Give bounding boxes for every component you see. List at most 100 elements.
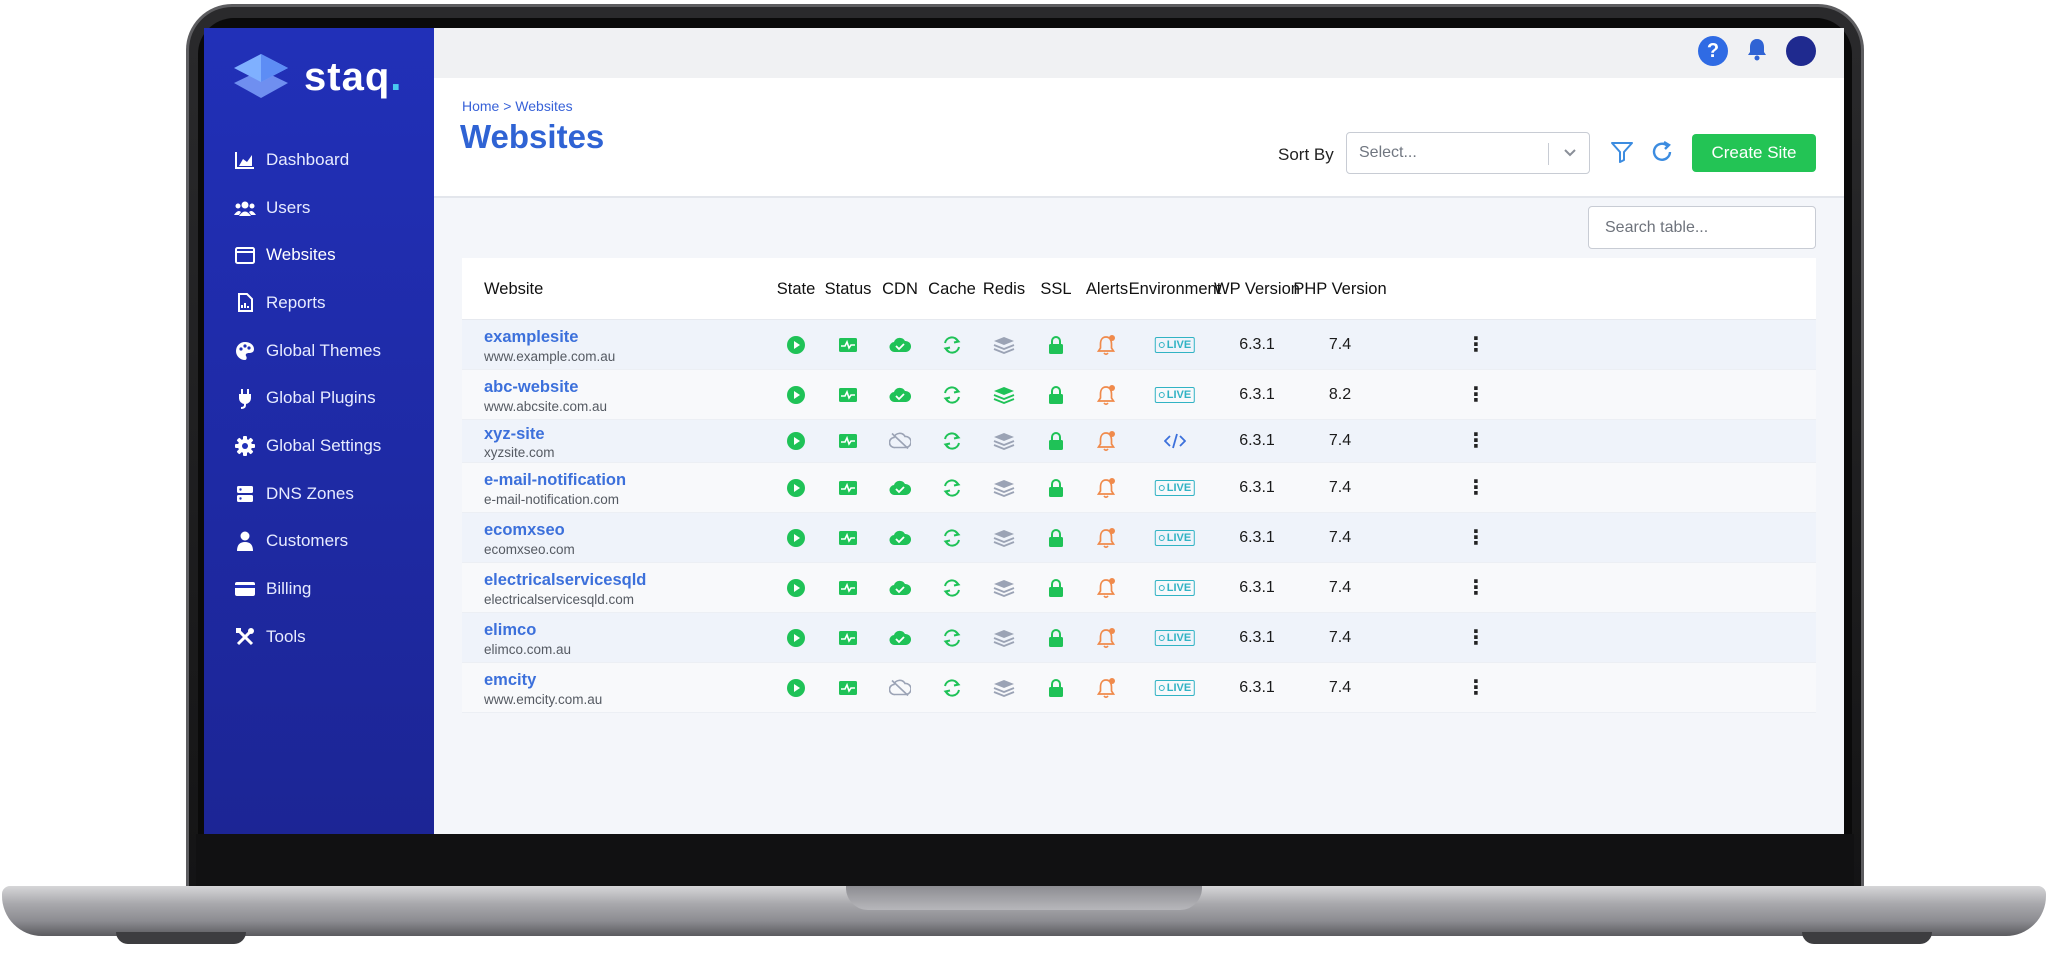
sidebar-item-tools[interactable]: Tools <box>204 613 434 661</box>
play-icon[interactable] <box>786 678 806 698</box>
pulse-monitor-icon[interactable] <box>838 387 858 403</box>
lock-icon[interactable] <box>1048 628 1064 648</box>
lock-icon[interactable] <box>1048 431 1064 451</box>
column-header-website[interactable]: Website <box>484 280 544 298</box>
layers-icon[interactable] <box>993 479 1015 497</box>
table-row[interactable]: e-mail-notification e-mail-notification.c… <box>462 463 1816 513</box>
play-icon[interactable] <box>786 628 806 648</box>
pulse-monitor-icon[interactable] <box>838 580 858 596</box>
env-badge[interactable]: LIVE <box>1154 629 1196 646</box>
layers-icon[interactable] <box>993 432 1015 450</box>
column-header-php-version[interactable]: PHP Version <box>1293 280 1387 298</box>
site-name-link[interactable]: ecomxseo <box>484 521 565 539</box>
sort-select[interactable]: Select... <box>1346 132 1590 174</box>
env-badge[interactable]: LIVE <box>1154 386 1196 403</box>
site-name-link[interactable]: elimco <box>484 621 537 639</box>
breadcrumb[interactable]: Home > Websites <box>462 98 573 114</box>
lock-icon[interactable] <box>1048 678 1064 698</box>
column-header-redis[interactable]: Redis <box>982 280 1026 298</box>
sidebar-item-global-settings[interactable]: Global Settings <box>204 422 434 470</box>
column-header-wp-version[interactable]: WP Version <box>1214 280 1300 298</box>
refresh-cache-icon[interactable] <box>942 678 962 698</box>
lock-icon[interactable] <box>1048 478 1064 498</box>
refresh-cache-icon[interactable] <box>942 385 962 405</box>
site-name-link[interactable]: xyz-site <box>484 425 545 443</box>
kebab-menu-icon[interactable]: ⋮ <box>1466 476 1486 499</box>
filter-icon[interactable] <box>1610 140 1634 169</box>
layers-icon[interactable] <box>993 529 1015 547</box>
env-badge[interactable]: LIVE <box>1154 579 1196 596</box>
layers-icon[interactable] <box>993 336 1015 354</box>
bell-alert-icon[interactable] <box>1097 334 1117 356</box>
sidebar-item-billing[interactable]: Billing <box>204 565 434 613</box>
search-input[interactable] <box>1588 206 1816 249</box>
sidebar-item-reports[interactable]: Reports <box>204 279 434 327</box>
logo[interactable]: staq. <box>232 52 401 102</box>
refresh-cache-icon[interactable] <box>942 335 962 355</box>
env-badge[interactable]: LIVE <box>1154 679 1196 696</box>
kebab-menu-icon[interactable]: ⋮ <box>1466 576 1486 599</box>
bell-alert-icon[interactable] <box>1097 384 1117 406</box>
lock-icon[interactable] <box>1048 385 1064 405</box>
lock-icon[interactable] <box>1048 528 1064 548</box>
site-name-link[interactable]: abc-website <box>484 378 579 396</box>
column-header-status[interactable]: Status <box>824 280 872 298</box>
column-header-cache[interactable]: Cache <box>928 280 976 298</box>
pulse-monitor-icon[interactable] <box>838 337 858 353</box>
play-icon[interactable] <box>786 528 806 548</box>
lock-icon[interactable] <box>1048 578 1064 598</box>
bell-alert-icon[interactable] <box>1097 527 1117 549</box>
pulse-monitor-icon[interactable] <box>838 530 858 546</box>
refresh-cache-icon[interactable] <box>942 578 962 598</box>
env-badge[interactable]: LIVE <box>1154 479 1196 496</box>
table-row[interactable]: ecomxseo ecomxseo.com LIVE 6.3.1 7.4 ⋮ <box>462 513 1816 563</box>
pulse-monitor-icon[interactable] <box>838 480 858 496</box>
cloud-check-icon[interactable] <box>889 580 911 596</box>
cloud-off-icon[interactable] <box>889 432 911 450</box>
cloud-check-icon[interactable] <box>889 480 911 496</box>
lock-icon[interactable] <box>1048 335 1064 355</box>
bell-alert-icon[interactable] <box>1097 430 1117 452</box>
help-icon[interactable]: ? <box>1698 36 1728 66</box>
refresh-cache-icon[interactable] <box>942 528 962 548</box>
cloud-check-icon[interactable] <box>889 337 911 353</box>
column-header-ssl[interactable]: SSL <box>1040 280 1072 298</box>
pulse-monitor-icon[interactable] <box>838 680 858 696</box>
env-badge[interactable]: LIVE <box>1154 529 1196 546</box>
site-name-link[interactable]: e-mail-notification <box>484 471 627 489</box>
refresh-icon[interactable] <box>1650 140 1674 169</box>
refresh-cache-icon[interactable] <box>942 478 962 498</box>
table-row[interactable]: xyz-site xyzsite.com 6.3.1 7.4 ⋮ <box>462 420 1816 463</box>
table-row[interactable]: emcity www.emcity.com.au LIVE 6.3.1 7.4 ⋮ <box>462 663 1816 713</box>
sidebar-item-customers[interactable]: Customers <box>204 518 434 566</box>
layers-icon[interactable] <box>993 679 1015 697</box>
kebab-menu-icon[interactable]: ⋮ <box>1466 430 1486 452</box>
column-header-alerts[interactable]: Alerts <box>1085 280 1129 298</box>
sidebar-item-global-plugins[interactable]: Global Plugins <box>204 374 434 422</box>
bell-alert-icon[interactable] <box>1097 577 1117 599</box>
cloud-check-icon[interactable] <box>889 630 911 646</box>
sidebar-item-users[interactable]: Users <box>204 184 434 232</box>
play-icon[interactable] <box>786 431 806 451</box>
table-row[interactable]: electricalservicesqld electricalservicesq… <box>462 563 1816 613</box>
sidebar-item-dns-zones[interactable]: DNS Zones <box>204 470 434 518</box>
cloud-check-icon[interactable] <box>889 530 911 546</box>
sidebar-item-global-themes[interactable]: Global Themes <box>204 327 434 375</box>
bell-icon[interactable] <box>1746 37 1768 66</box>
sidebar-item-websites[interactable]: Websites <box>204 231 434 279</box>
kebab-menu-icon[interactable]: ⋮ <box>1466 526 1486 549</box>
code-icon[interactable] <box>1164 432 1186 450</box>
bell-alert-icon[interactable] <box>1097 477 1117 499</box>
layers-icon[interactable] <box>993 629 1015 647</box>
pulse-monitor-icon[interactable] <box>838 630 858 646</box>
avatar[interactable] <box>1786 36 1816 66</box>
column-header-state[interactable]: State <box>776 280 816 298</box>
bell-alert-icon[interactable] <box>1097 627 1117 649</box>
layers-icon[interactable] <box>993 579 1015 597</box>
env-badge[interactable]: LIVE <box>1154 336 1196 353</box>
create-site-button[interactable]: Create Site <box>1692 134 1816 172</box>
site-name-link[interactable]: electricalservicesqld <box>484 571 647 589</box>
column-header-cdn[interactable]: CDN <box>882 280 918 298</box>
site-name-link[interactable]: emcity <box>484 671 537 689</box>
kebab-menu-icon[interactable]: ⋮ <box>1466 626 1486 649</box>
